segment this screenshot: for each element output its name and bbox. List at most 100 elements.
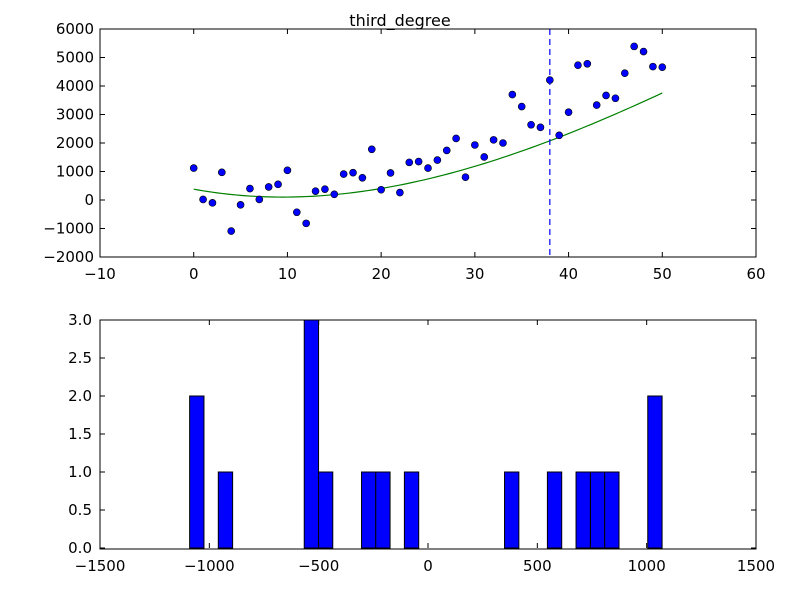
histogram-bar (647, 395, 663, 549)
scatter-point (227, 227, 235, 235)
scatter-point (461, 173, 470, 181)
scatter-point (189, 164, 198, 172)
scatter-point (480, 153, 489, 161)
scatter-point (499, 139, 507, 147)
x-tick-label: −1000 (184, 557, 235, 575)
scatter-point (424, 164, 432, 172)
fit-line (193, 92, 663, 198)
scatter-point (274, 180, 282, 189)
scatter-point (611, 94, 620, 103)
histogram-bar (403, 471, 420, 549)
histogram-axis-ticks: −1500 −1000 −500 0 500 1000 1500 0.0 0.5 1.0 1.5 2.… (68, 311, 775, 575)
x-tick-label: 1000 (628, 557, 666, 575)
x-tick-label: −1500 (75, 557, 126, 575)
scatter-point (592, 101, 601, 109)
scatter-point (442, 146, 451, 155)
y-tick-label: 3000 (56, 106, 94, 124)
scatter-point (386, 169, 395, 177)
y-tick-label: 6000 (56, 20, 94, 38)
scatter-point (283, 166, 292, 175)
histogram-bar (589, 471, 606, 549)
scatter-point (396, 188, 404, 197)
scatter-point (339, 170, 348, 178)
scatter-point (358, 173, 367, 182)
scatter-point (649, 62, 657, 71)
x-tick-label: −10 (84, 265, 116, 283)
scatter-point (246, 184, 254, 193)
y-tick-label: −1000 (43, 220, 94, 238)
scatter-point (583, 59, 592, 68)
scatter-point (602, 91, 610, 100)
scatter-subplot: third_degree −10 0 10 20 30 40 50 60 −2000 −1000 0… (43, 11, 765, 283)
scatter-point (517, 102, 526, 111)
scatter-point (349, 168, 357, 177)
y-tick-label: 4000 (56, 77, 94, 95)
histogram-bar (375, 471, 391, 549)
scatter-point (377, 185, 385, 194)
scatter-axis-ticks: −10 0 10 20 30 40 50 60 −2000 −1000 0 1000 2000 3000 4… (43, 20, 765, 283)
scatter-point (264, 183, 273, 191)
y-tick-label: 0 (84, 191, 94, 209)
histogram-bar (575, 471, 591, 549)
scatter-point (658, 63, 667, 71)
scatter-point (630, 42, 638, 51)
x-tick-label: 500 (523, 557, 552, 575)
scatter-point (311, 187, 320, 195)
x-tick-label: 30 (465, 265, 484, 283)
scatter-point (536, 123, 545, 132)
scatter-point (292, 208, 301, 217)
scatter-point (208, 199, 217, 207)
scatter-plot-area (189, 29, 667, 257)
scatter-point (489, 136, 498, 144)
scatter-point (321, 185, 329, 193)
scatter-axes-frame (99, 28, 757, 258)
histogram-bar (303, 319, 320, 549)
scatter-point (330, 190, 339, 199)
histogram-bar (217, 471, 234, 549)
scatter-point (527, 120, 535, 129)
y-tick-label: 2.5 (68, 349, 92, 367)
y-tick-label: 3.0 (68, 311, 92, 329)
scatter-point (218, 168, 226, 177)
scatter-point (508, 90, 517, 99)
histogram-bar (546, 471, 563, 549)
scatter-point (236, 201, 245, 209)
x-tick-label: 50 (653, 265, 672, 283)
histogram-bar (361, 471, 377, 549)
x-tick-label: 20 (372, 265, 391, 283)
y-tick-label: 1.0 (68, 463, 92, 481)
histogram-bar (189, 395, 205, 549)
histogram-bar (317, 471, 334, 549)
scatter-point (405, 158, 414, 167)
y-tick-label: 1.5 (68, 425, 92, 443)
histogram-bar (504, 471, 520, 549)
scatter-point (471, 141, 479, 149)
y-tick-label: 5000 (56, 49, 94, 67)
y-tick-label: 2.0 (68, 387, 92, 405)
scatter-point (255, 195, 264, 204)
x-tick-label: 0 (423, 557, 433, 575)
y-tick-label: 1000 (56, 163, 94, 181)
y-tick-label: 0.5 (68, 501, 92, 519)
scatter-point (433, 156, 442, 164)
y-tick-label: 0.0 (68, 539, 92, 557)
scatter-point (564, 108, 573, 117)
scatter-point (639, 47, 648, 56)
scatter-point (414, 157, 423, 166)
scatter-point (452, 134, 460, 143)
x-tick-label: 1500 (737, 557, 775, 575)
scatter-point (302, 219, 310, 228)
histogram-bar (604, 471, 620, 549)
x-tick-label: 10 (278, 265, 297, 283)
scatter-point (367, 145, 376, 154)
y-tick-label: 2000 (56, 134, 94, 152)
scatter-point (574, 61, 582, 69)
y-tick-label: −2000 (43, 248, 94, 266)
histogram-subplot: −1500 −1000 −500 0 500 1000 1500 0.0 0.5 1.0 1.5 2.… (68, 311, 775, 575)
scatter-point (199, 195, 207, 204)
histogram-plot-area (189, 319, 663, 549)
x-tick-label: 0 (189, 265, 199, 283)
x-tick-label: 60 (746, 265, 765, 283)
scatter-point (620, 69, 629, 77)
